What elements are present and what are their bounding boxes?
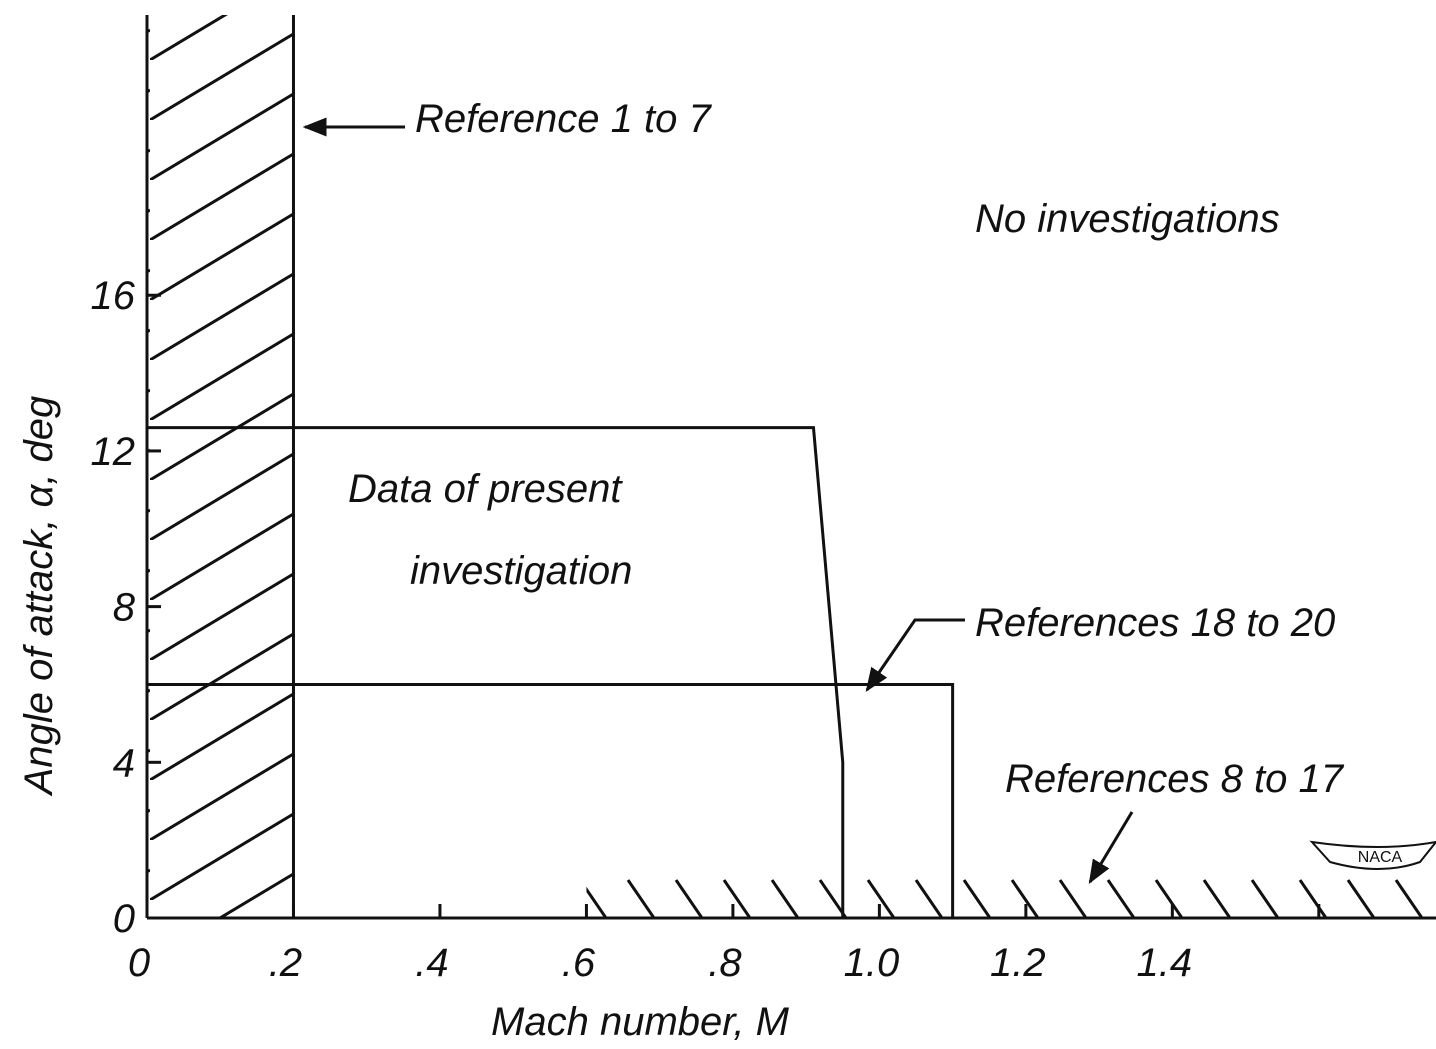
- y-tick-label: 8: [113, 586, 136, 630]
- arrow: [865, 618, 965, 692]
- x-tick-label: .6: [562, 941, 596, 985]
- annotation: No investigations: [975, 197, 1280, 241]
- x-tick-label: 1.4: [1137, 941, 1193, 985]
- x-tick-label: 1.2: [990, 941, 1046, 985]
- region-label: References 18 to 20: [975, 601, 1335, 645]
- hatched-region: [586, 879, 1436, 918]
- region-label: Reference 1 to 7: [415, 97, 712, 141]
- plot-area: 0 .2 .4 .6 .8 1.0 1.2 1.4 0 4 8 12 16: [91, 15, 1436, 985]
- region-label: investigation: [410, 549, 632, 593]
- y-tick-label: 12: [91, 430, 136, 474]
- region-boundary: [147, 682, 955, 918]
- hatched-region: [147, 15, 294, 918]
- y-tick-label: 16: [91, 274, 136, 318]
- y-tick-label: 4: [113, 741, 135, 785]
- arrow: [1088, 811, 1134, 885]
- x-tick-label: 0: [128, 941, 150, 985]
- x-tick-label: 1.0: [844, 941, 900, 985]
- region-boundary: [147, 426, 845, 918]
- region-label: References 8 to 17: [1005, 757, 1345, 801]
- logo-wing: [1309, 840, 1436, 870]
- y-axis-label: Angle of attack, α, deg: [17, 396, 61, 797]
- x-tick-label: .4: [415, 941, 448, 985]
- y-tick-label: 0: [113, 897, 135, 941]
- region-label: Data of present: [348, 467, 623, 511]
- logo: NACA: [1358, 849, 1403, 866]
- x-tick-label: .2: [269, 941, 302, 985]
- x-tick-label: .8: [708, 941, 742, 985]
- x-axis-label: Mach number, M: [491, 1000, 790, 1044]
